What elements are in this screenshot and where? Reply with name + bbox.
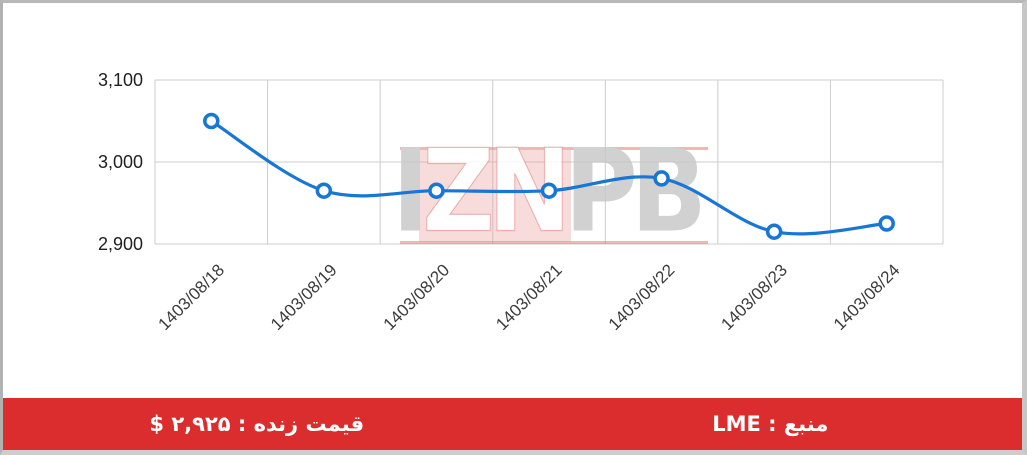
live-price-label: قیمت زنده : ۲,۹۲۵ $ (149, 412, 365, 436)
x-axis-label: 1403/08/18 (155, 260, 229, 334)
x-axis-label: 1403/08/24 (830, 260, 904, 334)
footer-bar: قیمت زنده : ۲,۹۲۵ $ منبع : LME (0, 398, 1027, 450)
x-axis-label: 1403/08/22 (605, 260, 679, 334)
y-axis-label: 3,000 (98, 152, 143, 172)
x-axis-label: 1403/08/21 (492, 260, 566, 334)
x-axis-label: 1403/08/19 (267, 260, 341, 334)
x-axis-label: 1403/08/23 (717, 260, 791, 334)
y-axis-label: 3,100 (98, 70, 143, 90)
y-axis-label: 2,900 (98, 234, 143, 254)
x-axis-label: 1403/08/20 (380, 260, 454, 334)
source-label: منبع : LME (712, 412, 829, 436)
chart-axes-and-grid: 2,900 3,000 3,100 1403/08/18 1403/08/19 1403/… (98, 70, 944, 334)
